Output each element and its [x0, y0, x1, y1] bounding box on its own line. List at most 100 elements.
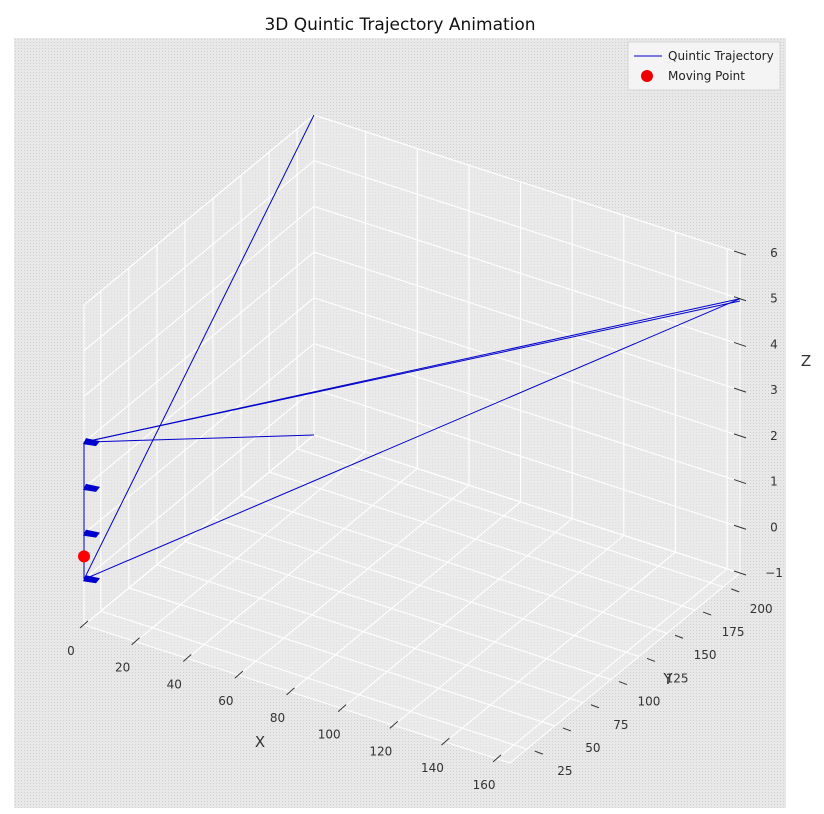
x-tick-label: 120 — [369, 744, 392, 758]
x-tick-mark — [389, 720, 399, 729]
grid-line-z-back — [313, 388, 741, 528]
z-tick-label: 5 — [770, 292, 778, 306]
grid-line-z-back — [313, 205, 741, 345]
grid-line-y-floor — [184, 541, 612, 681]
grid-line-z-back — [313, 434, 741, 574]
x-tick-label: 20 — [115, 661, 130, 675]
grid-line-z-left — [83, 297, 315, 489]
grid-line-x-floor — [393, 534, 625, 726]
legend: Quintic Trajectory Moving Point — [627, 41, 781, 91]
y-tick-label: 175 — [722, 625, 745, 639]
x-tick-mark — [131, 637, 140, 646]
grid-line-z-back — [313, 343, 741, 483]
y-tick-label: 100 — [638, 695, 661, 709]
legend-dot-swatch — [641, 70, 653, 82]
grid-line-x-floor — [186, 468, 418, 659]
y-tick-mark — [702, 611, 712, 616]
y-tick-mark — [618, 681, 628, 686]
z-tick-label: 3 — [770, 383, 778, 397]
y-axis-label: Y — [662, 670, 673, 688]
x-tick-label: 0 — [67, 644, 75, 658]
x-tick-label: 140 — [421, 761, 444, 775]
x-tick-label: 100 — [318, 728, 341, 742]
grid-line-y-floor — [212, 517, 640, 657]
trajectory-segment — [83, 298, 741, 580]
grid-line-z-left — [83, 388, 315, 580]
grid-line-y-floor — [156, 564, 584, 704]
y-tick-label: 125 — [666, 671, 689, 685]
grid-line-z-back — [313, 114, 741, 254]
y-tick-mark — [590, 704, 600, 709]
grid-line-x-floor — [496, 568, 728, 760]
x-tick-mark — [286, 687, 295, 696]
trajectory-segment — [83, 300, 741, 443]
grid-line-y-floor — [240, 494, 668, 634]
grid-line-x-floor — [341, 518, 573, 710]
grid-line-x-floor — [238, 484, 470, 676]
x-tick-mark — [234, 670, 244, 679]
y-tick-mark — [562, 727, 572, 732]
z-tick-mark — [733, 524, 747, 530]
axis-ticks: 0204060801001201401602550751001251501752… — [67, 246, 783, 792]
z-tick-mark — [733, 341, 747, 347]
grid-line-z-left — [83, 114, 315, 306]
grid-line-x-floor — [290, 501, 521, 693]
z-tick-label: 0 — [770, 520, 778, 534]
x-tick-label: 60 — [218, 694, 233, 708]
trajectory-marker — [83, 438, 100, 447]
y-tick-label: 50 — [585, 741, 600, 755]
grid-line-z-back — [313, 251, 741, 391]
z-tick-mark — [733, 433, 747, 439]
trajectory-marker — [83, 483, 100, 492]
x-tick-mark — [492, 754, 502, 763]
moving-point — [78, 550, 90, 563]
chart-title: 3D Quintic Trajectory Animation — [264, 15, 535, 35]
z-tick-label: 4 — [770, 337, 778, 351]
z-tick-label: 2 — [770, 429, 778, 443]
x-tick-label: 80 — [270, 711, 285, 725]
z-tick-label: −1 — [765, 566, 783, 580]
x-tick-mark — [182, 654, 192, 662]
y-tick-mark — [674, 634, 684, 639]
z-axis-label: Z — [801, 352, 811, 370]
x-tick-mark — [337, 704, 347, 713]
grid-line-x-floor — [135, 451, 366, 643]
z-tick-mark — [733, 570, 747, 576]
x-tick-mark — [79, 620, 89, 629]
grid-line-y-floor — [100, 610, 527, 750]
y-tick-mark — [534, 750, 544, 755]
z-tick-mark — [733, 387, 747, 393]
grid-line-z-back — [313, 160, 741, 300]
x-axis-label: X — [255, 733, 265, 751]
legend-label-point: Moving Point — [668, 69, 745, 83]
grid-line-y-floor — [128, 587, 556, 727]
legend-label-trajectory: Quintic Trajectory — [668, 49, 774, 63]
trajectory-segment — [83, 434, 315, 443]
z-tick-label: 6 — [770, 246, 778, 260]
x-tick-mark — [441, 737, 450, 746]
grid-line-x-floor — [445, 551, 676, 743]
trajectory-marker — [83, 575, 100, 584]
x-tick-label: 40 — [167, 677, 182, 691]
grid-line-z-left — [83, 206, 315, 397]
x-tick-label: 160 — [473, 778, 496, 792]
grid-line-y-floor — [297, 448, 724, 588]
legend-frame — [627, 41, 781, 91]
z-tick-label: 1 — [770, 475, 778, 489]
z-tick-mark — [733, 250, 747, 256]
y-tick-label: 25 — [557, 764, 572, 778]
grid-line-z-back — [313, 297, 741, 437]
y-tick-label: 150 — [694, 648, 717, 662]
y-tick-label: 75 — [613, 718, 628, 732]
grid-line-y-floor — [268, 471, 696, 611]
grid-lines — [83, 114, 741, 760]
data-series — [78, 114, 741, 584]
trajectory-segment — [83, 114, 315, 580]
z-tick-mark — [733, 479, 747, 485]
trajectory-marker — [83, 529, 100, 538]
y-tick-mark — [646, 657, 656, 662]
y-tick-mark — [730, 588, 740, 593]
y-tick-label: 200 — [750, 602, 773, 616]
axis-panes — [82, 113, 742, 764]
